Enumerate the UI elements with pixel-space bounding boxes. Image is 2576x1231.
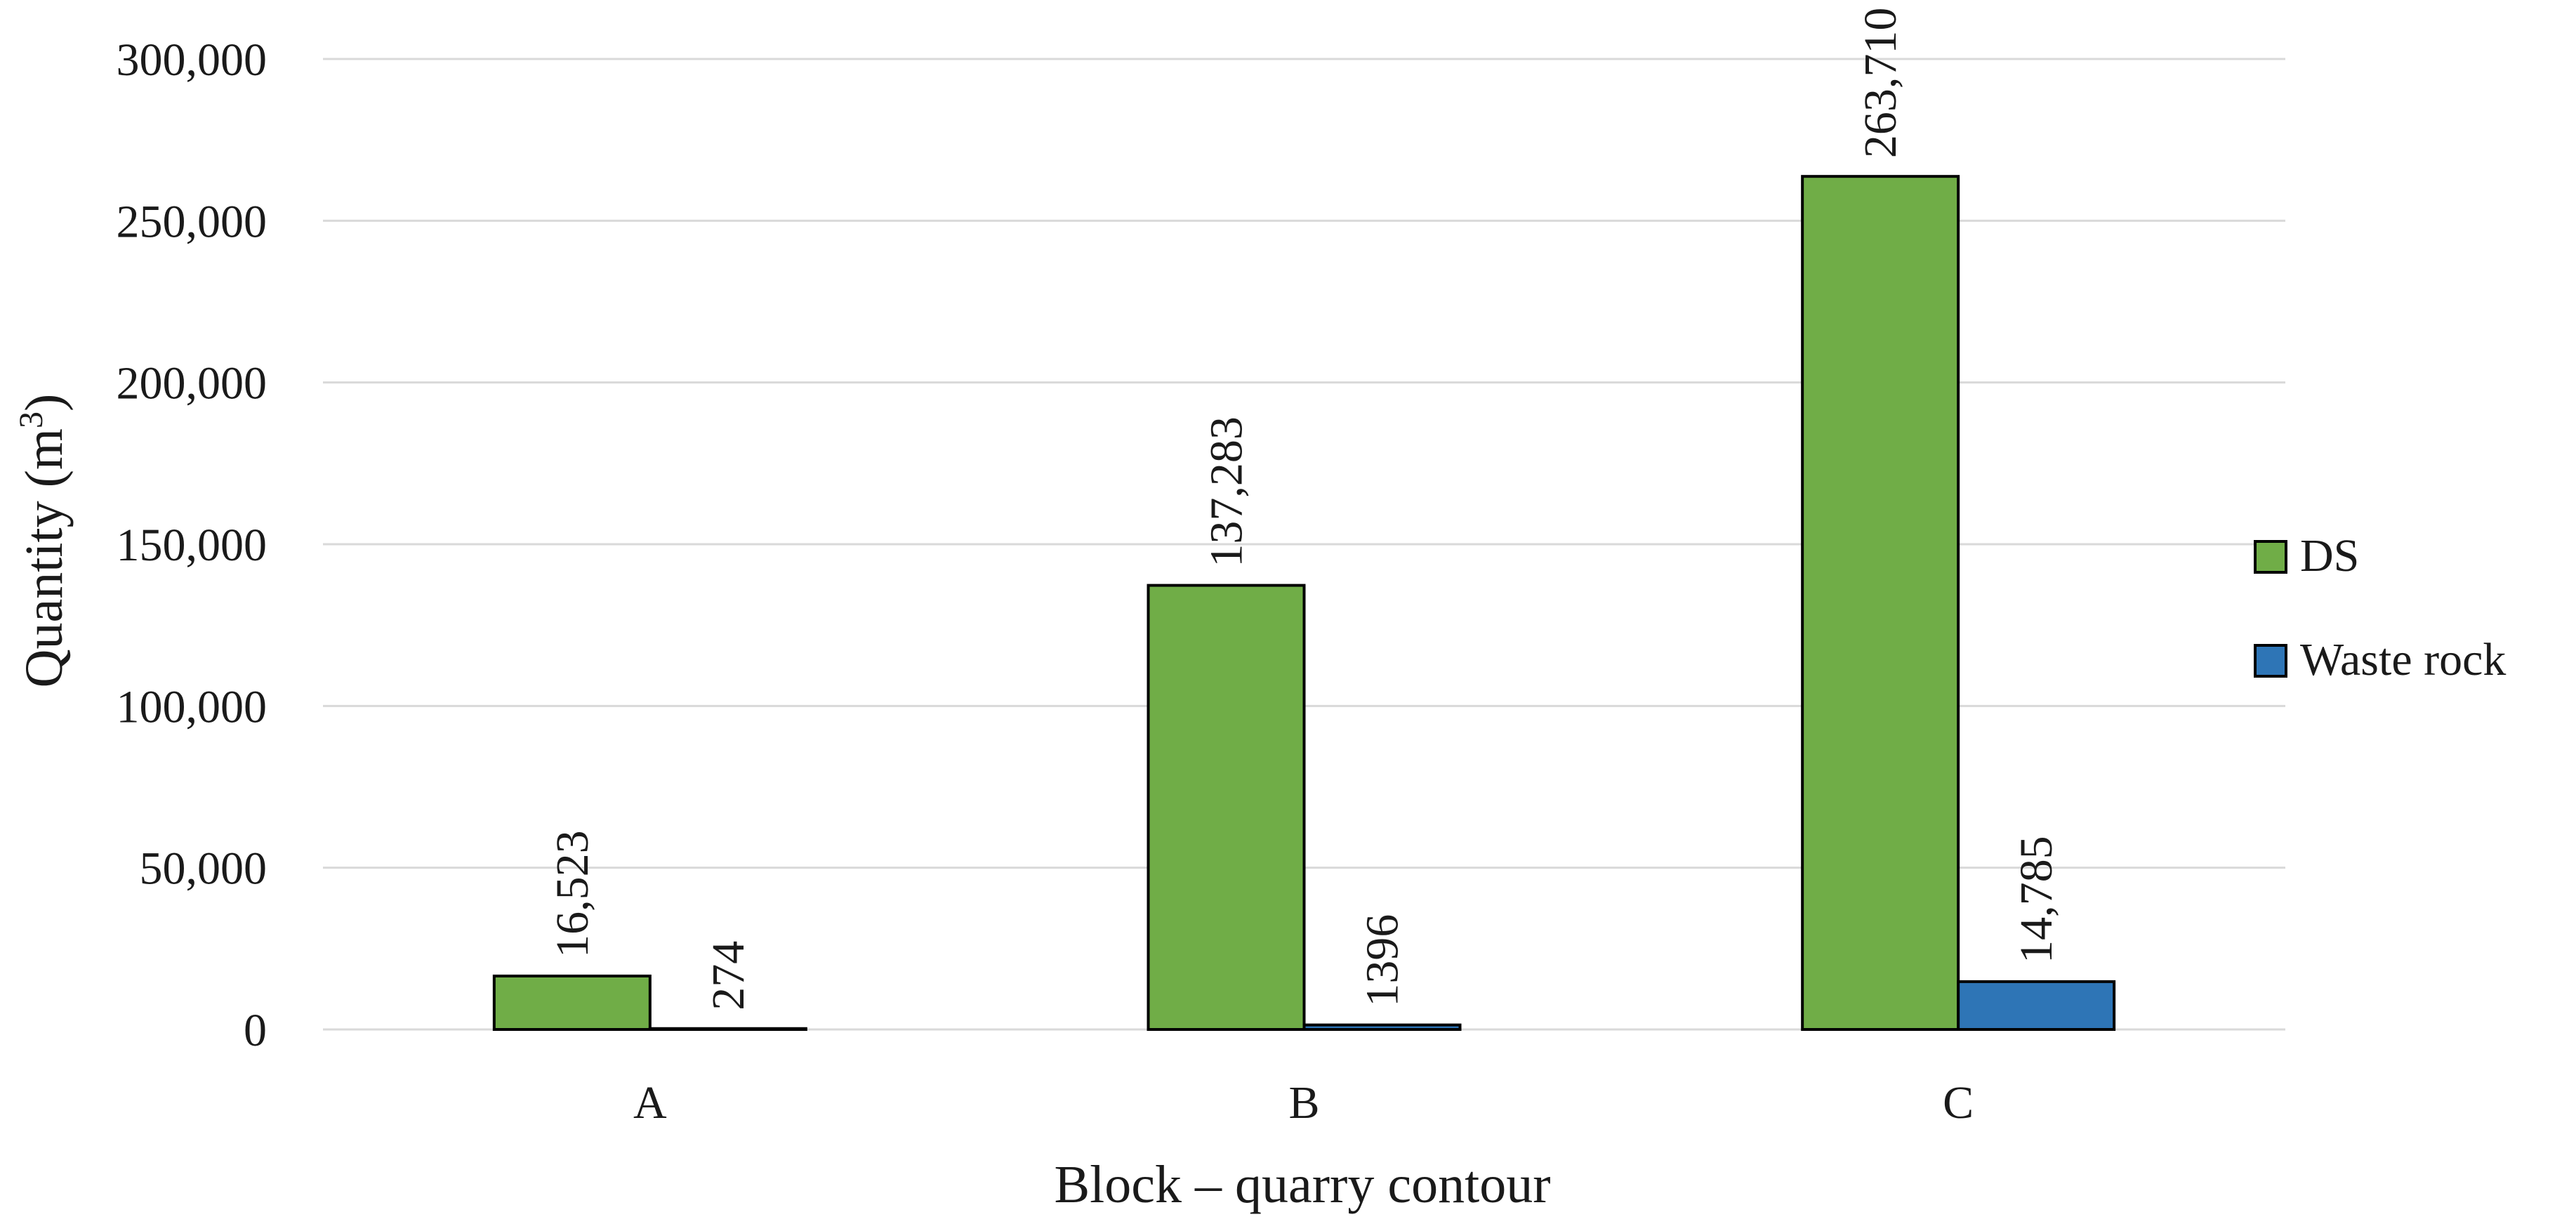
bar-ds-c [1801, 175, 1960, 1032]
y-axis-title-superscript: 3 [13, 412, 50, 428]
bar-ds-a [492, 974, 652, 1031]
x-axis: A B C [633, 1077, 1974, 1128]
legend-label: Waste rock [2300, 634, 2506, 685]
y-tick-label: 100,000 [117, 681, 267, 732]
y-axis-title: Quantity (m3) [13, 394, 74, 688]
y-tick-label: 300,000 [117, 34, 267, 86]
legend-label: DS [2300, 530, 2359, 581]
bar-waste-rock-b [1302, 1023, 1462, 1031]
data-label: 274 [703, 941, 754, 1011]
bars [492, 175, 2116, 1032]
legend-swatch-waste-rock [2254, 644, 2287, 678]
data-labels: 16,523 137,283 263,710 274 1396 14,785 [547, 8, 2062, 1011]
y-axis: 0 50,000 100,000 150,000 200,000 250,000 300,0… [117, 34, 267, 1056]
data-label: 263,710 [1855, 8, 1906, 159]
y-tick-label: 200,000 [117, 358, 267, 409]
data-label: 137,283 [1201, 416, 1253, 567]
x-tick-label: C [1943, 1077, 1974, 1128]
y-tick-label: 0 [244, 1005, 267, 1056]
bar-waste-rock-c [1957, 980, 2116, 1031]
y-axis-title-text: Quantity (m [15, 428, 74, 687]
legend-swatch-ds [2254, 540, 2287, 574]
x-axis-title: Block – quarry contour [1054, 1155, 1550, 1214]
data-label: 16,523 [547, 830, 598, 958]
y-tick-label: 250,000 [117, 196, 267, 247]
y-tick-label: 50,000 [140, 843, 267, 895]
x-tick-label: A [633, 1077, 667, 1128]
y-axis-title-suffix: ) [15, 394, 74, 412]
data-label: 14,785 [2011, 836, 2062, 963]
y-tick-label: 150,000 [117, 520, 267, 571]
x-tick-label: B [1288, 1077, 1319, 1128]
bar-ds-b [1147, 584, 1306, 1031]
legend: DS Waste rock [2254, 530, 2506, 685]
data-label: 1396 [1357, 914, 1408, 1007]
